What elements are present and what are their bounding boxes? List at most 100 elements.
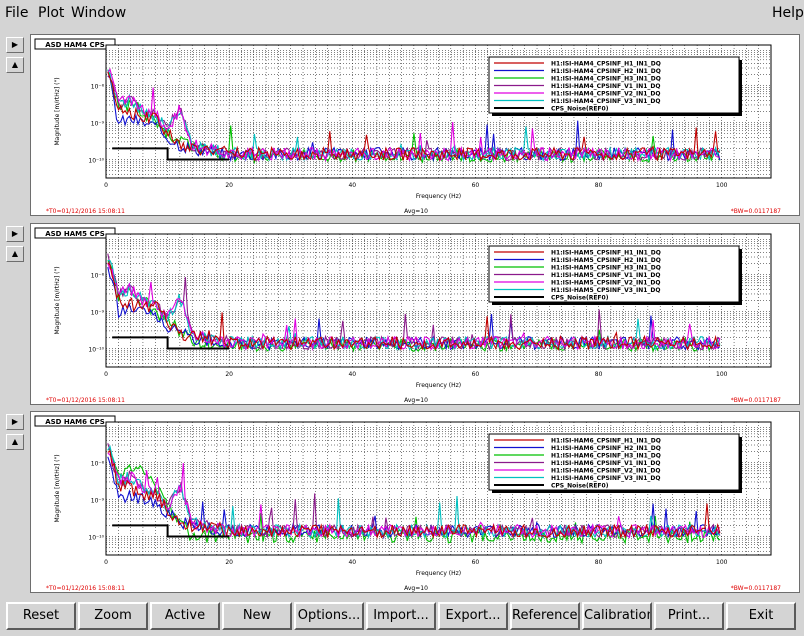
x-tick-label: 80 [595,371,603,378]
plot-ham6-svg: ASD HAM6 CPS 0 20 40 60 80 100 10⁻⁸ 10⁻⁹ 10⁻¹⁰ Fre… [34,415,781,592]
footer-bw: *BW=0.0117187 [731,585,781,592]
legend-label: H1:ISI-HAM6_CPSINF_H1_IN1_DQ [551,438,661,445]
chart-title: ASD HAM6 CPS [45,418,105,426]
legend-label: H1:ISI-HAM4_CPSINF_V3_IN1_DQ [551,98,661,105]
series-line [107,449,721,540]
x-axis-label: Frequency (Hz) [416,382,461,389]
series-group [107,443,721,545]
y-tick-label: 10⁻⁸ [91,84,105,91]
footer-t0: *T0=01/12/2016 15:08:11 [46,585,125,592]
expand-panel-1-button[interactable]: ▶ [6,37,24,53]
chart-title: ASD HAM5 CPS [45,230,105,238]
series-line-ref [112,336,230,350]
x-tick-label: 20 [225,371,233,378]
collapse-panel-2-button[interactable]: ▲ [6,246,24,262]
legend-label: H1:ISI-HAM5_CPSINF_V3_IN1_DQ [551,287,661,294]
legend-label: H1:ISI-HAM4_CPSINF_H3_IN1_DQ [551,76,661,83]
footer-bw: *BW=0.0117187 [731,208,781,215]
menu-window[interactable]: Window [71,5,127,21]
x-tick-label: 60 [472,371,480,378]
x-axis-label: Frequency (Hz) [416,193,461,200]
exit-button[interactable]: Exit [726,602,796,630]
print-button[interactable]: Print... [654,602,724,630]
footer-bw: *BW=0.0117187 [731,397,781,404]
y-axis-label: Magnitude [m/rtHz] (") [54,454,61,522]
legend-box [488,56,740,114]
x-tick-label: 80 [595,182,603,189]
series-line [107,71,721,163]
menu-file[interactable]: File [5,5,29,21]
series-group [107,67,721,165]
legend-label: CPS_Noise(REF0) [551,106,609,113]
export-button[interactable]: Export... [438,602,508,630]
legend-label: H1:ISI-HAM5_CPSINF_H3_IN1_DQ [551,265,661,272]
calibration-button[interactable]: Calibration... [582,602,652,630]
y-tick-label: 10⁻⁸ [91,461,105,468]
new-button[interactable]: New [222,602,292,630]
chart-title-box [34,415,116,427]
x-tick-label: 40 [348,371,356,378]
expand-panel-3-button[interactable]: ▶ [6,414,24,430]
collapse-panel-1-button[interactable]: ▲ [6,57,24,73]
legend-label: H1:ISI-HAM5_CPSINF_V2_IN1_DQ [551,280,661,287]
x-tick-label: 20 [225,559,233,566]
x-tick-label: 0 [104,559,108,566]
x-tick-label: 20 [225,182,233,189]
reset-button[interactable]: Reset [6,602,76,630]
x-tick-label: 100 [716,371,728,378]
x-tick-label: 100 [716,182,728,189]
series-line-ref [112,524,230,538]
legend-label: H1:ISI-HAM6_CPSINF_V1_IN1_DQ [551,460,661,467]
footer-t0: *T0=01/12/2016 15:08:11 [46,208,125,215]
series-line [107,262,721,351]
x-tick-label: 60 [472,559,480,566]
reference-button[interactable]: Reference... [510,602,580,630]
active-button[interactable]: Active [150,602,220,630]
legend-label: H1:ISI-HAM5_CPSINF_H2_IN1_DQ [551,257,661,264]
y-tick-label: 10⁻⁹ [91,310,105,317]
series-line [107,452,721,540]
y-tick-label: 10⁻¹⁰ [88,158,104,165]
plot-panel-ham5[interactable]: ASD HAM5 CPS 0 20 40 60 80 100 10⁻⁸ 10⁻⁹ 10⁻¹⁰ Fre… [30,223,800,405]
plot-ham4-svg: ASD HAM4 CPS 0 20 40 60 80 100 10⁻⁸ 10⁻⁹ 10⁻¹⁰ Fre… [34,38,781,215]
y-tick-label: 10⁻⁹ [91,498,105,505]
series-line [107,67,720,163]
plot-panel-ham6[interactable]: ASD HAM6 CPS 0 20 40 60 80 100 10⁻⁸ 10⁻⁹ 10⁻¹⁰ Fre… [30,411,800,593]
x-tick-label: 0 [104,182,108,189]
zoom-button[interactable]: Zoom [78,602,148,630]
x-tick-label: 100 [716,559,728,566]
series-group [107,253,721,353]
menu-plot[interactable]: Plot [38,5,65,21]
footer-t0: *T0=01/12/2016 15:08:11 [46,397,125,404]
x-axis-label: Frequency (Hz) [416,570,461,577]
legend-label: H1:ISI-HAM4_CPSINF_H2_IN1_DQ [551,68,661,75]
menu-help[interactable]: Help [772,5,804,21]
footer-avg: Avg=10 [404,208,428,215]
x-tick-label: 60 [472,182,480,189]
legend-label: H1:ISI-HAM6_CPSINF_V3_IN1_DQ [551,475,661,482]
legend-label: H1:ISI-HAM5_CPSINF_H1_IN1_DQ [551,250,661,257]
legend-label: H1:ISI-HAM4_CPSINF_V2_IN1_DQ [551,91,661,98]
x-tick-label: 40 [348,559,356,566]
legend-label: CPS_Noise(REF0) [551,295,609,302]
y-tick-label: 10⁻¹⁰ [88,535,104,542]
legend-label: H1:ISI-HAM6_CPSINF_H2_IN1_DQ [551,445,661,452]
plot-panel-ham4[interactable]: ASD HAM4 CPS 0 20 40 60 80 100 10⁻⁸ 10⁻⁹ 10⁻¹⁰ Fre… [30,34,800,216]
legend-label: H1:ISI-HAM4_CPSINF_V1_IN1_DQ [551,83,661,90]
x-tick-label: 80 [595,559,603,566]
chart-title: ASD HAM4 CPS [45,41,105,49]
collapse-panel-3-button[interactable]: ▲ [6,434,24,450]
legend-label: H1:ISI-HAM6_CPSINF_V2_IN1_DQ [551,468,661,475]
x-tick-label: 40 [348,182,356,189]
legend-label: H1:ISI-HAM4_CPSINF_H1_IN1_DQ [551,61,661,68]
options-button[interactable]: Options... [294,602,364,630]
footer-avg: Avg=10 [404,397,428,404]
plot-ham5-svg: ASD HAM5 CPS 0 20 40 60 80 100 10⁻⁸ 10⁻⁹ 10⁻¹⁰ Fre… [34,227,781,404]
menu-bar: File Plot Window Help [0,0,804,28]
y-tick-label: 10⁻⁸ [91,273,105,280]
expand-panel-2-button[interactable]: ▶ [6,226,24,242]
import-button[interactable]: Import... [366,602,436,630]
legend-label: CPS_Noise(REF0) [551,483,609,490]
x-tick-label: 0 [104,371,108,378]
y-tick-label: 10⁻¹⁰ [88,347,104,354]
